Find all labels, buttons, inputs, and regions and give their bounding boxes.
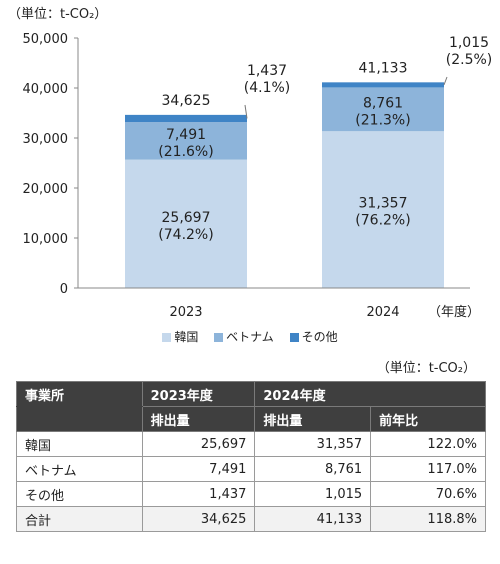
pct-label-korea: (76.2%) — [355, 213, 410, 229]
legend: 韓国 ベトナム その他 — [0, 328, 500, 345]
stacked-bar-chart: （単位：t-CO₂） 0 10,000 20,000 30,000 40,000 50,0… — [8, 6, 492, 320]
pct-label-other: (4.1%) — [244, 80, 291, 96]
row-label: 合計 — [16, 506, 143, 532]
pct-label-other: (2.5%) — [446, 52, 493, 68]
pct-label-korea: (74.2%) — [158, 227, 213, 243]
row-label: その他 — [16, 481, 143, 507]
cell-yoy: 70.6% — [370, 481, 486, 507]
legend-item-other: その他 — [289, 328, 338, 345]
legend-label-other: その他 — [301, 330, 338, 344]
table-row: 韓国 25,697 31,357 122.0% — [16, 431, 486, 457]
pct-label-vietnam: (21.6%) — [158, 144, 213, 160]
y-tick-label: 40,000 — [23, 82, 69, 97]
total-label: 34,625 — [162, 93, 211, 109]
emissions-table: 事業所 2023年度 2024年度 排出量 排出量 前年比 韓国 25,697 … — [16, 381, 486, 532]
header-location-blank — [16, 406, 143, 432]
cell-2024: 1,015 — [254, 481, 372, 507]
header-location: 事業所 — [16, 381, 143, 407]
x-tick-label: 2024 — [366, 305, 399, 320]
row-label: 韓国 — [16, 431, 143, 457]
unit-label: （単位：t-CO₂） — [8, 6, 107, 22]
leader-line — [244, 104, 248, 119]
table-row: その他 1,437 1,015 70.6% — [16, 481, 486, 507]
cell-2023: 1,437 — [141, 481, 256, 507]
cell-yoy: 122.0% — [370, 431, 486, 457]
header-2023: 2023年度 — [141, 381, 256, 407]
table-header-row: 事業所 2023年度 2024年度 — [16, 381, 486, 407]
cell-2024: 31,357 — [254, 431, 372, 457]
data-label-other: 1,015 — [449, 35, 489, 51]
header-2024: 2024年度 — [254, 381, 486, 407]
table-row: ベトナム 7,491 8,761 117.0% — [16, 456, 486, 482]
data-label-vietnam: 8,761 — [363, 95, 403, 111]
header-emission-2024: 排出量 — [254, 406, 372, 432]
bar-segment-other — [322, 82, 444, 88]
x-axis: 2023 2024 （年度） — [78, 287, 480, 320]
table-row-total: 合計 34,625 41,133 118.8% — [16, 506, 486, 532]
total-label: 41,133 — [359, 60, 408, 76]
header-yoy: 前年比 — [370, 406, 486, 432]
cell-2024: 8,761 — [254, 456, 372, 482]
data-label-korea: 31,357 — [359, 196, 408, 212]
legend-item-vietnam: ベトナム — [214, 328, 274, 345]
cell-2023: 25,697 — [141, 431, 256, 457]
bar-segment-korea — [125, 159, 247, 288]
header-emission-2023: 排出量 — [141, 406, 256, 432]
legend-label-vietnam: ベトナム — [226, 330, 274, 344]
cell-yoy: 118.8% — [370, 506, 486, 532]
legend-swatch-other — [289, 333, 299, 342]
y-tick-label: 20,000 — [23, 182, 69, 197]
y-tick-label: 30,000 — [23, 132, 69, 147]
data-label-korea: 25,697 — [162, 210, 211, 226]
y-tick-label: 0 — [60, 282, 68, 297]
leader-line — [443, 76, 448, 86]
cell-2024: 41,133 — [254, 506, 372, 532]
bar-segment-korea — [322, 131, 444, 288]
cell-2023: 34,625 — [141, 506, 256, 532]
table-subheader-row: 排出量 排出量 前年比 — [16, 406, 486, 432]
bar-segment-other — [125, 114, 247, 123]
bar-segment-vietnam — [125, 122, 247, 160]
x-unit-label: （年度） — [428, 304, 480, 320]
cell-yoy: 117.0% — [370, 456, 486, 482]
cell-2023: 7,491 — [141, 456, 256, 482]
y-tick-label: 50,000 — [23, 32, 69, 47]
row-label: ベトナム — [16, 456, 143, 482]
bar-segment-vietnam — [322, 87, 444, 132]
y-tick-label: 10,000 — [23, 232, 69, 247]
data-label-other: 1,437 — [247, 63, 287, 79]
legend-label-korea: 韓国 — [174, 330, 199, 344]
legend-item-korea: 韓国 — [162, 328, 198, 345]
bars — [125, 82, 444, 288]
bar-labels: 25,697(74.2%) 7,491(21.6%) 34,625 1,437(4.1… — [158, 35, 492, 243]
legend-swatch-korea — [162, 333, 172, 342]
legend-swatch-vietnam — [214, 333, 224, 342]
y-axis: 0 10,000 20,000 30,000 40,000 50,000 — [23, 32, 79, 297]
table-unit-label: （単位：t-CO₂） — [376, 361, 476, 376]
x-tick-label: 2023 — [169, 305, 202, 320]
data-label-vietnam: 7,491 — [166, 127, 206, 143]
pct-label-vietnam: (21.3%) — [355, 112, 410, 128]
